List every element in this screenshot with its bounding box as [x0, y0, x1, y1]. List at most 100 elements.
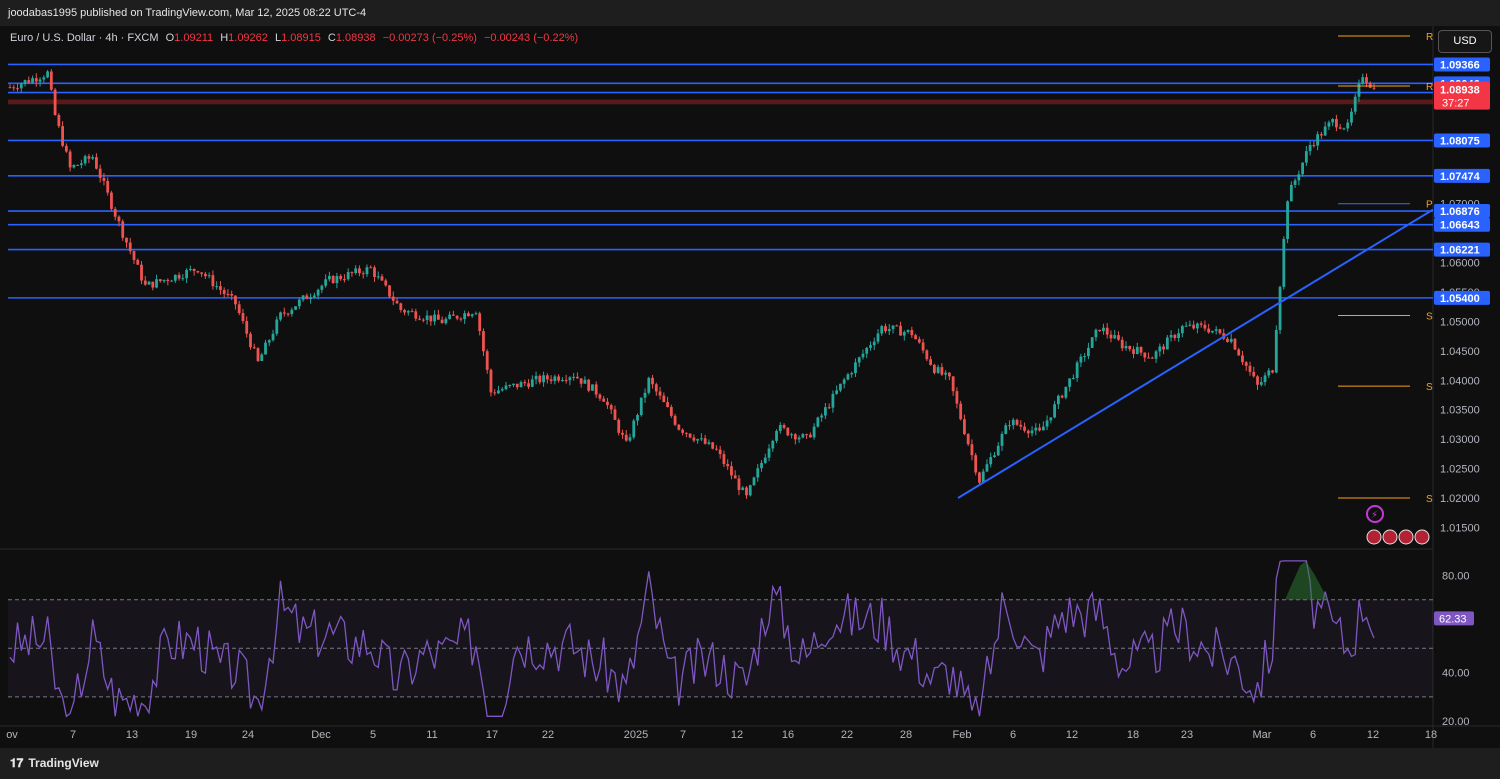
- candle-body: [181, 278, 185, 280]
- candle-body: [989, 457, 993, 465]
- pivot-label: S: [1426, 312, 1433, 323]
- candle-body: [910, 330, 914, 336]
- time-tick: 5: [370, 729, 376, 741]
- candle-body: [425, 315, 429, 320]
- time-tick: 24: [242, 729, 254, 741]
- candle-body: [241, 313, 245, 322]
- us-flag-icon: [1382, 529, 1398, 545]
- high-label: H: [220, 32, 229, 44]
- brand-name: TradingView: [28, 756, 99, 770]
- level-label: 1.08075: [1440, 135, 1480, 147]
- candle-body: [64, 145, 68, 152]
- candle-body: [369, 267, 373, 269]
- rsi-value: 62.33: [1439, 613, 1467, 625]
- candle-body: [151, 281, 155, 288]
- candle-body: [579, 378, 583, 384]
- candle-body: [1139, 347, 1143, 353]
- candle-body: [857, 357, 861, 363]
- candle-body: [384, 280, 388, 286]
- candle-body: [177, 274, 181, 279]
- candle-body: [335, 275, 339, 284]
- candle-body: [1023, 426, 1026, 431]
- candle-body: [34, 78, 38, 82]
- candle-body: [850, 373, 854, 375]
- candle-body: [831, 393, 835, 408]
- current-price-box: [1434, 81, 1490, 110]
- candle-body: [1019, 424, 1023, 427]
- level-label-box: [1434, 290, 1490, 305]
- price-tick: 1.05000: [1440, 316, 1480, 328]
- candle-body: [970, 444, 974, 456]
- candle-body: [963, 419, 966, 435]
- candle-body: [895, 325, 899, 327]
- candle-body: [808, 434, 812, 438]
- time-tick: Dec: [311, 729, 331, 741]
- candle-body: [974, 455, 978, 473]
- candle-body: [530, 379, 534, 387]
- candle-body: [1053, 404, 1057, 418]
- candle-body: [805, 434, 809, 436]
- candle-body: [1368, 82, 1372, 88]
- candle-body: [433, 314, 437, 322]
- candle-body: [917, 339, 921, 343]
- chart-background: [0, 26, 1500, 748]
- level-label-box: [1434, 204, 1490, 219]
- candle-body: [790, 434, 793, 436]
- candle-body: [696, 439, 700, 441]
- candle-body: [591, 384, 594, 391]
- candle-body: [767, 448, 771, 458]
- candle-body: [797, 437, 801, 440]
- candle-body: [1256, 376, 1259, 385]
- candle-body: [1274, 330, 1278, 373]
- candle-body: [662, 395, 666, 403]
- candle-body: [16, 88, 19, 90]
- candle-body: [1286, 201, 1289, 239]
- candle-body: [1319, 134, 1323, 136]
- candle-body: [1271, 370, 1274, 373]
- level-label-box: [1434, 217, 1490, 232]
- candle-body: [31, 78, 34, 83]
- time-tick: 7: [680, 729, 686, 741]
- lightning-glyph: ⚡: [1371, 510, 1378, 521]
- open-value: 1.09211: [174, 32, 214, 44]
- candle-body: [448, 314, 452, 319]
- candle-body: [775, 430, 778, 441]
- candle-body: [545, 375, 549, 380]
- level-label: 1.09366: [1440, 59, 1480, 71]
- candle-body: [745, 487, 748, 496]
- candle-body: [463, 313, 467, 320]
- candle-body: [1184, 325, 1188, 327]
- candle-body: [1188, 324, 1192, 326]
- candle-body: [8, 87, 12, 89]
- candle-body: [61, 126, 65, 146]
- candle-body: [639, 397, 643, 416]
- candle-body: [763, 457, 767, 463]
- candle-body: [196, 271, 200, 273]
- candle-body: [53, 89, 57, 116]
- candle-body: [1158, 346, 1162, 352]
- time-tick: ov: [6, 729, 18, 741]
- candle-body: [594, 384, 598, 395]
- tradingview-logo[interactable]: 𝟏𝟕 TradingView: [10, 756, 99, 771]
- candle-body: [1323, 126, 1327, 136]
- candle-body: [410, 311, 414, 313]
- open-label: O: [165, 32, 175, 44]
- candle-body: [741, 487, 745, 491]
- candle-body: [884, 326, 887, 332]
- candle-body: [681, 429, 685, 433]
- candle-body: [305, 295, 309, 300]
- candle-body: [1308, 145, 1312, 152]
- candle-body: [1154, 351, 1158, 359]
- candle-body: [245, 321, 249, 334]
- level-label: 1.07474: [1440, 171, 1481, 183]
- candle-body: [275, 319, 279, 334]
- candle-body: [876, 333, 880, 342]
- candle-body: [436, 314, 440, 320]
- candle-body: [339, 275, 343, 280]
- candle-body: [249, 333, 252, 348]
- candle-body: [846, 374, 850, 380]
- currency-button[interactable]: USD: [1438, 30, 1492, 53]
- level-label-box: [1434, 57, 1490, 72]
- candle-body: [1237, 349, 1241, 356]
